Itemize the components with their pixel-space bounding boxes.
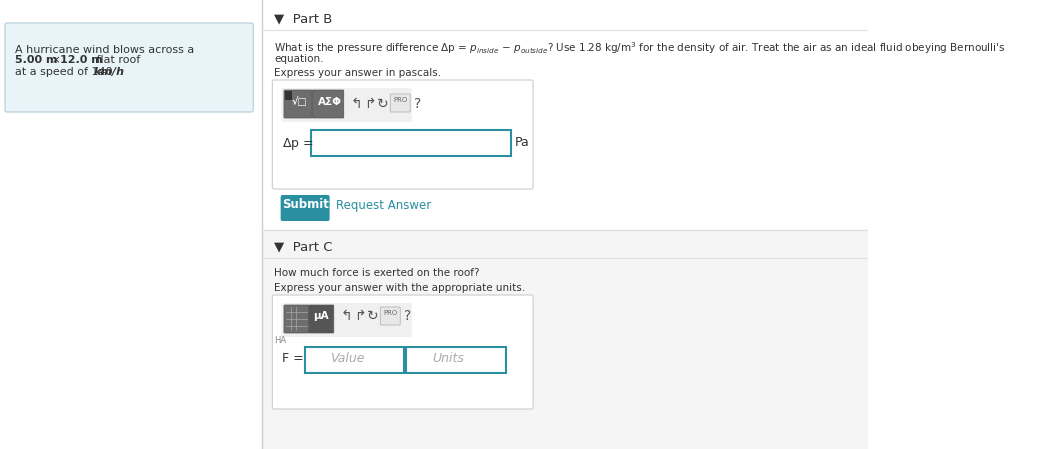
Text: ?: ?	[404, 309, 412, 323]
FancyBboxPatch shape	[380, 307, 400, 325]
Text: Express your answer in pascals.: Express your answer in pascals.	[274, 68, 441, 78]
FancyBboxPatch shape	[284, 90, 312, 118]
Text: √□: √□	[292, 97, 307, 107]
FancyBboxPatch shape	[285, 91, 293, 100]
Bar	[261, 230, 867, 449]
FancyBboxPatch shape	[390, 94, 411, 112]
FancyBboxPatch shape	[407, 347, 506, 373]
FancyBboxPatch shape	[273, 80, 533, 189]
Text: HA: HA	[274, 336, 286, 345]
Text: ×: ×	[48, 55, 65, 65]
Text: ▼  Part B: ▼ Part B	[274, 12, 332, 25]
Text: km/h: km/h	[94, 67, 124, 77]
Text: equation.: equation.	[274, 54, 324, 64]
Text: ↻: ↻	[377, 97, 389, 111]
FancyBboxPatch shape	[312, 90, 344, 118]
Text: $\Delta$p =: $\Delta$p =	[282, 136, 314, 152]
Text: AΣΦ: AΣΦ	[318, 97, 342, 107]
Text: 5.00 m: 5.00 m	[15, 55, 57, 65]
Text: 12.0 m: 12.0 m	[60, 55, 102, 65]
FancyBboxPatch shape	[273, 295, 533, 409]
Text: ↱: ↱	[353, 309, 366, 323]
Text: μA: μA	[314, 311, 328, 321]
Text: Request Answer: Request Answer	[336, 198, 432, 211]
Text: ↰: ↰	[350, 97, 362, 111]
FancyBboxPatch shape	[281, 88, 412, 122]
Text: at a speed of 140: at a speed of 140	[15, 67, 119, 77]
FancyBboxPatch shape	[5, 23, 253, 112]
Text: What is the pressure difference $\Delta$p = $p_{inside}$ $-$ $p_{outside}$? Use : What is the pressure difference $\Delta$…	[274, 40, 1005, 56]
Text: ?: ?	[414, 97, 421, 111]
Text: Units: Units	[433, 352, 464, 365]
Text: How much force is exerted on the roof?: How much force is exerted on the roof?	[274, 268, 480, 278]
FancyBboxPatch shape	[309, 305, 333, 333]
Text: Submit: Submit	[282, 198, 329, 211]
Text: ▼  Part C: ▼ Part C	[274, 240, 332, 253]
FancyBboxPatch shape	[281, 303, 412, 337]
Text: Express your answer with the appropriate units.: Express your answer with the appropriate…	[274, 283, 526, 293]
Text: flat roof: flat roof	[93, 55, 140, 65]
Text: F =: F =	[282, 352, 304, 365]
Text: A hurricane wind blows across a: A hurricane wind blows across a	[15, 45, 198, 55]
Text: ↻: ↻	[367, 309, 378, 323]
Text: Pa: Pa	[515, 136, 530, 149]
FancyBboxPatch shape	[311, 130, 511, 156]
Text: ↰: ↰	[341, 309, 352, 323]
FancyBboxPatch shape	[284, 305, 309, 333]
FancyBboxPatch shape	[281, 195, 329, 221]
Text: PRO: PRO	[384, 310, 398, 316]
Text: .: .	[116, 67, 123, 77]
Text: Value: Value	[329, 352, 364, 365]
FancyBboxPatch shape	[305, 347, 404, 373]
Text: PRO: PRO	[394, 97, 408, 103]
Text: ↱: ↱	[364, 97, 375, 111]
